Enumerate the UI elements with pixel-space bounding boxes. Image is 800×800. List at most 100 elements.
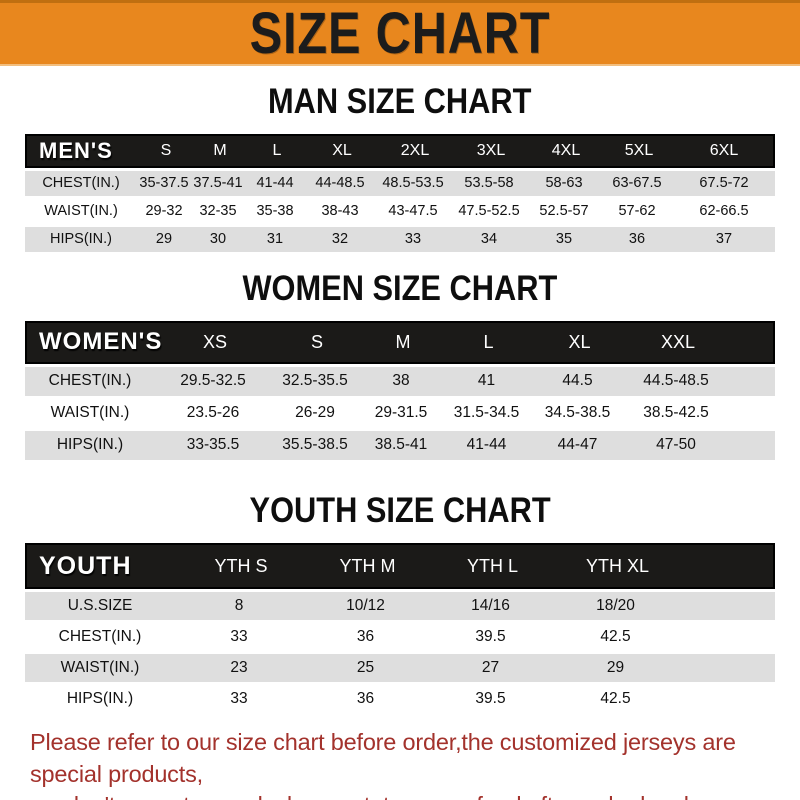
size-column-header: S xyxy=(310,331,323,352)
size-column-header: 4XL xyxy=(551,141,581,159)
row-label: WAIST(IN.) xyxy=(44,203,118,220)
section-women-size-chart: WOMEN SIZE CHART WOMEN'S XS S M L XL XXL CHEST(… xyxy=(0,270,800,460)
section-man-size-chart: MAN SIZE CHART MEN'S S M L XL 2XL 3XL 4XL 5XL 6XL… xyxy=(0,83,800,252)
size-column-header: M xyxy=(395,331,411,352)
row-label: CHEST(IN.) xyxy=(48,372,132,389)
youth-size-chart-heading: YOUTH SIZE CHART xyxy=(0,492,800,530)
size-value: 8 xyxy=(234,597,244,615)
table-header-row: YOUTH YTH S YTH M YTH L YTH XL xyxy=(25,543,775,590)
size-value: 26-29 xyxy=(295,404,335,421)
size-column-header: M xyxy=(213,141,227,159)
size-column-header: XL xyxy=(568,331,591,352)
youth-size-table: YOUTH YTH S YTH M YTH L YTH XL U.S.SIZE 8 10/12… xyxy=(25,543,775,714)
size-value: 47.5-52.5 xyxy=(458,203,520,220)
size-value: 27 xyxy=(481,659,500,677)
size-value: 29-32 xyxy=(145,203,183,220)
size-value: 31 xyxy=(266,231,284,248)
row-label: WAIST(IN.) xyxy=(50,404,130,421)
size-value: 23.5-26 xyxy=(186,404,240,421)
size-value: 41 xyxy=(477,372,496,389)
size-value: 63-67.5 xyxy=(612,175,662,192)
size-column-header: XXL xyxy=(660,331,696,352)
size-column-header: XL xyxy=(332,141,352,159)
table-header-row: MEN'S S M L XL 2XL 3XL 4XL 5XL 6XL xyxy=(25,133,775,168)
size-value: 39.5 xyxy=(475,690,506,708)
size-value: 33 xyxy=(404,231,422,248)
table-title: MEN'S xyxy=(39,137,113,163)
size-value: 67.5-72 xyxy=(699,175,749,192)
size-value: 44-47 xyxy=(557,436,598,453)
size-value: 35-38 xyxy=(256,203,294,220)
size-column-header: 3XL xyxy=(476,141,506,159)
size-value: 39.5 xyxy=(475,628,506,646)
table-header-row: WOMEN'S XS S M L XL XXL xyxy=(25,320,775,364)
size-value: 34.5-38.5 xyxy=(544,404,611,421)
table-row: HIPS(IN.) 33-35.5 35.5-38.5 38.5-41 41-44 44-… xyxy=(25,430,775,460)
size-value: 29 xyxy=(155,231,173,248)
size-value: 44.5-48.5 xyxy=(643,372,709,389)
table-row: WAIST(IN.) 23.5-26 26-29 29-31.5 31.5-34.5 34… xyxy=(25,398,775,428)
size-value: 38-43 xyxy=(321,203,359,220)
size-value: 29 xyxy=(606,659,625,677)
size-value: 30 xyxy=(209,231,227,248)
size-value: 41-44 xyxy=(256,175,294,192)
size-value: 35 xyxy=(555,231,573,248)
size-value: 32 xyxy=(331,231,349,248)
size-value: 44.5 xyxy=(562,372,593,389)
size-value: 36 xyxy=(356,690,375,708)
size-value: 41-44 xyxy=(466,436,507,453)
size-value: 29-31.5 xyxy=(374,404,428,421)
table-row: CHEST(IN.) 29.5-32.5 32.5-35.5 38 41 44.5 44.5… xyxy=(25,366,775,396)
size-value: 43-47.5 xyxy=(388,203,438,220)
size-column-header: S xyxy=(160,141,172,159)
size-column-header: L xyxy=(483,331,494,352)
size-value: 62-66.5 xyxy=(699,203,749,220)
size-value: 35.5-38.5 xyxy=(282,436,348,453)
size-value: 34 xyxy=(480,231,498,248)
size-column-header: YTH XL xyxy=(585,555,650,576)
size-value: 42.5 xyxy=(600,690,631,708)
size-value: 36 xyxy=(356,628,375,646)
footer-line1: Please refer to our size chart before or… xyxy=(30,729,736,787)
table-row: CHEST(IN.) 33 36 39.5 42.5 xyxy=(25,623,775,652)
table-row: HIPS(IN.) 33 36 39.5 42.5 xyxy=(25,685,775,714)
size-column-header: YTH S xyxy=(214,555,268,576)
size-value: 33 xyxy=(230,690,248,708)
size-value: 35-37.5 xyxy=(139,175,189,192)
men-size-table: MEN'S S M L XL 2XL 3XL 4XL 5XL 6XL CHEST(IN.) 35-37… xyxy=(25,133,775,252)
size-value: 37.5-41 xyxy=(193,175,243,192)
size-column-header: YTH M xyxy=(339,555,396,576)
size-column-header: 5XL xyxy=(624,141,654,159)
size-value: 38.5-41 xyxy=(374,436,428,453)
size-value: 25 xyxy=(356,659,375,677)
table-row: WAIST(IN.) 29-32 32-35 35-38 38-43 43-47.5 47.… xyxy=(25,198,775,224)
table-title: YOUTH xyxy=(39,551,132,580)
size-value: 33-35.5 xyxy=(186,436,240,453)
size-value: 33 xyxy=(230,628,248,646)
women-size-chart-heading: WOMEN SIZE CHART xyxy=(0,270,800,308)
row-label: CHEST(IN.) xyxy=(58,628,142,646)
row-label: HIPS(IN.) xyxy=(56,436,124,453)
size-column-header: YTH L xyxy=(466,555,518,576)
size-value: 57-62 xyxy=(618,203,656,220)
size-value: 48.5-53.5 xyxy=(382,175,444,192)
size-value: 29.5-32.5 xyxy=(180,372,246,389)
size-column-header: XS xyxy=(202,331,227,352)
size-value: 10/12 xyxy=(346,597,385,615)
size-value: 53.5-58 xyxy=(464,175,514,192)
row-label: HIPS(IN.) xyxy=(66,690,134,708)
row-label: HIPS(IN.) xyxy=(49,231,113,248)
man-size-chart-heading: MAN SIZE CHART xyxy=(0,83,800,121)
table-row: HIPS(IN.) 29 30 31 32 33 34 35 36 37 xyxy=(25,226,775,252)
size-column-header: 2XL xyxy=(400,141,430,159)
table-title: WOMEN'S xyxy=(39,328,163,355)
size-value: 52.5-57 xyxy=(539,203,589,220)
footer-note: Please refer to our size chart before or… xyxy=(30,727,772,800)
banner: SIZE CHART xyxy=(0,0,800,66)
row-label: WAIST(IN.) xyxy=(60,659,140,677)
size-value: 44-48.5 xyxy=(315,175,365,192)
banner-title: SIZE CHART xyxy=(249,0,551,66)
size-value: 42.5 xyxy=(600,628,631,646)
section-youth-size-chart: YOUTH SIZE CHART YOUTH YTH S YTH M YTH L YTH… xyxy=(0,492,800,714)
